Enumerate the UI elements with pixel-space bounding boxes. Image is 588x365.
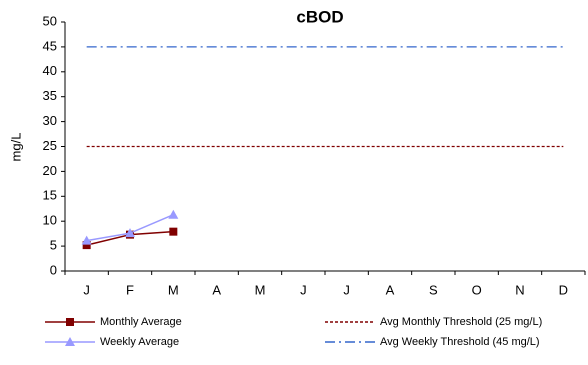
x-tick-label: J — [343, 282, 350, 297]
y-tick-label: 35 — [43, 88, 57, 103]
data-point — [81, 235, 92, 245]
x-tick-label: J — [300, 282, 307, 297]
x-tick-label: N — [515, 282, 524, 297]
y-tick-label: 45 — [43, 38, 57, 53]
x-tick-label: O — [472, 282, 482, 297]
legend-label: Weekly Average — [100, 336, 179, 348]
legend: Monthly Average Avg Monthly Threshold (25… — [45, 316, 542, 348]
data-point — [168, 209, 179, 219]
x-tick-label: A — [386, 282, 395, 297]
y-tick-label: 15 — [43, 188, 57, 203]
x-tick-label: M — [255, 282, 266, 297]
data-point — [125, 228, 135, 238]
x-tick-label: D — [559, 282, 568, 297]
data-point — [82, 241, 91, 250]
x-tick-label: S — [429, 282, 438, 297]
x-tick-label: J — [83, 282, 90, 297]
legend-marker — [65, 337, 75, 346]
y-tick-label: 30 — [43, 113, 57, 128]
data-point — [169, 227, 178, 236]
legend-label: Monthly Average — [100, 316, 182, 328]
y-tick-label: 5 — [50, 238, 57, 253]
chart-title: cBOD — [296, 7, 343, 26]
y-axis-label: mg/L — [8, 133, 23, 162]
y-tick-label: 10 — [43, 213, 57, 228]
x-tick-label: A — [212, 282, 221, 297]
y-tick-label: 0 — [50, 262, 57, 277]
x-tick-label: F — [126, 282, 134, 297]
legend-marker — [66, 318, 74, 326]
y-tick-label: 25 — [43, 138, 57, 153]
x-tick-label: M — [168, 282, 179, 297]
legend-label: Avg Monthly Threshold (25 mg/L) — [380, 316, 542, 328]
legend-label: Avg Weekly Threshold (45 mg/L) — [380, 336, 540, 348]
y-tick-label: 50 — [43, 13, 57, 28]
y-tick-label: 40 — [43, 63, 57, 78]
y-tick-label: 20 — [43, 163, 57, 178]
